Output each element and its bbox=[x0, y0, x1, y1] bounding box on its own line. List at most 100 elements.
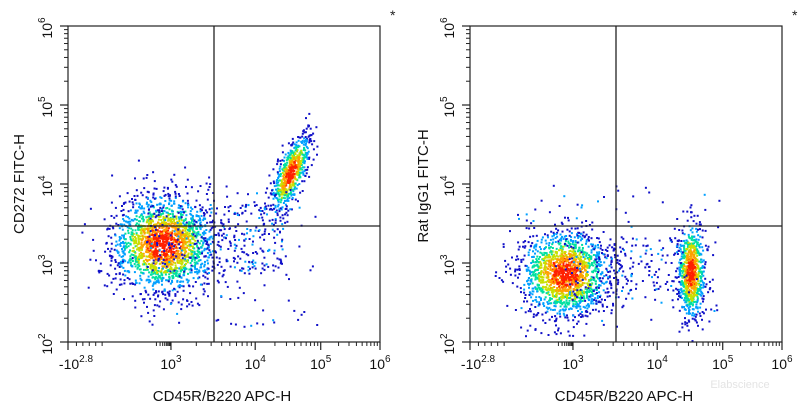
event-dot bbox=[576, 322, 578, 325]
event-dot bbox=[564, 316, 567, 319]
event-dot bbox=[562, 285, 565, 288]
event-dot bbox=[190, 255, 193, 258]
event-dot bbox=[570, 261, 573, 264]
event-dot bbox=[169, 213, 172, 215]
event-dot bbox=[592, 264, 595, 267]
event-dot bbox=[569, 289, 572, 292]
event-dot bbox=[146, 268, 149, 271]
event-dot bbox=[293, 187, 296, 190]
event-dot bbox=[579, 276, 582, 278]
event-dot bbox=[138, 268, 141, 271]
event-dot bbox=[177, 243, 180, 246]
event-dot bbox=[83, 223, 86, 226]
event-dot bbox=[697, 272, 700, 275]
event-dot bbox=[148, 211, 151, 214]
event-dot bbox=[163, 230, 165, 233]
event-dot bbox=[178, 321, 181, 324]
event-dot bbox=[278, 208, 281, 211]
event-dot bbox=[530, 303, 533, 306]
event-dot bbox=[158, 211, 161, 214]
event-dot bbox=[170, 239, 173, 242]
event-dot bbox=[694, 319, 697, 322]
event-dot bbox=[134, 209, 137, 212]
event-dot bbox=[202, 293, 205, 296]
event-dot bbox=[578, 246, 581, 249]
event-dot bbox=[554, 281, 557, 284]
event-dot bbox=[294, 146, 297, 149]
event-dot bbox=[576, 227, 579, 230]
event-dot bbox=[302, 154, 305, 156]
event-dot bbox=[259, 209, 262, 212]
event-dot bbox=[678, 261, 681, 264]
event-dot bbox=[685, 304, 688, 307]
event-dot bbox=[561, 285, 564, 288]
event-dot bbox=[132, 247, 135, 249]
event-dot bbox=[282, 196, 285, 199]
event-dot bbox=[153, 212, 156, 215]
event-dot bbox=[578, 274, 581, 277]
event-dot bbox=[691, 299, 693, 302]
event-dot bbox=[529, 310, 532, 313]
event-dot bbox=[565, 235, 568, 237]
event-dot bbox=[167, 292, 170, 295]
event-dot bbox=[150, 242, 153, 245]
event-dot bbox=[617, 279, 620, 282]
event-dot bbox=[574, 245, 577, 247]
event-dot bbox=[301, 157, 304, 160]
event-dot bbox=[110, 281, 113, 284]
event-dot bbox=[168, 199, 171, 202]
event-dot bbox=[598, 300, 601, 303]
event-dot bbox=[151, 263, 154, 266]
event-dot bbox=[616, 259, 619, 261]
event-dot bbox=[171, 299, 174, 302]
event-dot bbox=[174, 190, 177, 193]
event-dot bbox=[193, 250, 196, 253]
event-dot bbox=[553, 301, 556, 304]
event-dot bbox=[203, 290, 206, 293]
event-dot bbox=[579, 285, 582, 288]
event-dot bbox=[193, 247, 196, 250]
event-dot bbox=[267, 196, 270, 199]
event-dot bbox=[165, 267, 168, 269]
event-dot bbox=[199, 233, 202, 236]
event-dot bbox=[190, 271, 193, 274]
event-dot bbox=[132, 239, 135, 242]
event-dot bbox=[297, 161, 300, 163]
event-dot bbox=[147, 275, 150, 278]
event-dot bbox=[273, 194, 276, 197]
event-dot bbox=[577, 250, 579, 253]
event-dot bbox=[559, 287, 562, 290]
event-dot bbox=[262, 250, 265, 253]
event-dot bbox=[549, 272, 552, 275]
event-dot bbox=[175, 240, 178, 243]
event-dot bbox=[139, 235, 142, 238]
event-dot bbox=[187, 223, 190, 226]
event-dot bbox=[509, 273, 512, 276]
event-dot bbox=[585, 220, 588, 222]
event-dot bbox=[307, 135, 310, 138]
event-dot bbox=[128, 251, 131, 254]
event-dot bbox=[287, 151, 290, 154]
event-dot bbox=[209, 204, 212, 206]
event-dot bbox=[205, 243, 208, 245]
event-dot bbox=[305, 172, 308, 175]
event-dot bbox=[525, 335, 527, 338]
event-dot bbox=[189, 210, 192, 213]
event-dot bbox=[216, 207, 218, 210]
event-dot bbox=[592, 271, 595, 274]
event-dot bbox=[140, 279, 143, 282]
event-dot bbox=[152, 271, 155, 273]
event-dot bbox=[678, 266, 681, 269]
event-dot bbox=[686, 210, 689, 213]
event-dot bbox=[174, 228, 177, 231]
event-dot bbox=[602, 289, 605, 292]
event-dot bbox=[287, 181, 290, 184]
event-dot bbox=[124, 238, 127, 241]
event-dot bbox=[182, 266, 185, 268]
event-dot bbox=[286, 198, 289, 201]
event-dot bbox=[555, 252, 558, 255]
event-dot bbox=[164, 259, 167, 262]
event-dot bbox=[266, 187, 269, 190]
event-dot bbox=[580, 255, 583, 258]
event-dot bbox=[575, 281, 578, 284]
